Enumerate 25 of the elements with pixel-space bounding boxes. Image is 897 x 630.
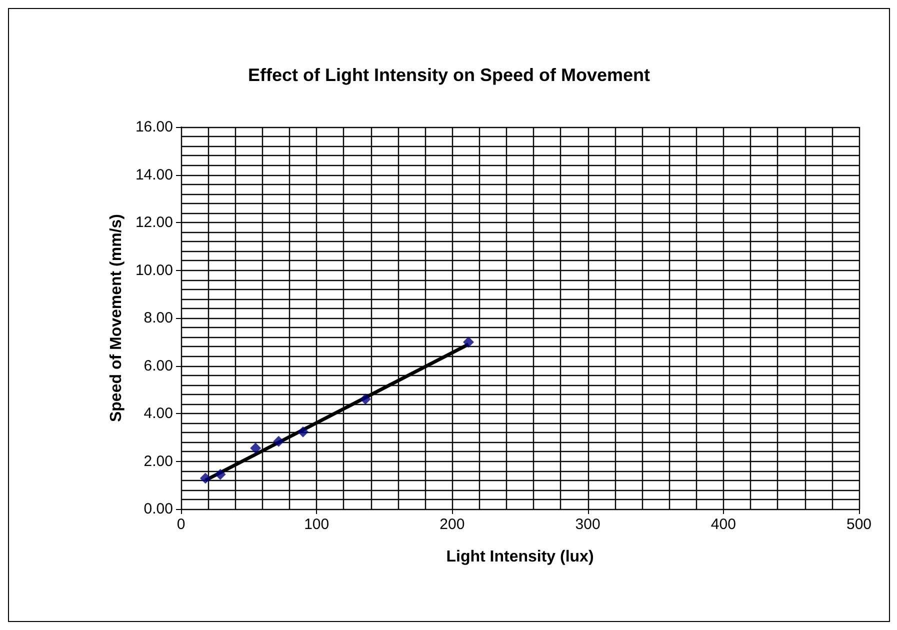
y-tick-label: 4.00 [144, 405, 173, 422]
y-axis-title: Speed of Movement (mm/s) [108, 214, 126, 422]
y-tick-label: 2.00 [144, 452, 173, 470]
y-tick-label: 0.00 [144, 500, 173, 518]
point [200, 472, 211, 484]
point [462, 336, 474, 348]
x-tick-label: 400 [710, 516, 736, 533]
y-tick-label: 6.00 [144, 357, 173, 374]
point [298, 426, 309, 438]
y-tick-label: 8.00 [144, 310, 173, 326]
y-tick-label: 16.00 [135, 118, 173, 136]
x-tick-label: 100 [304, 516, 330, 533]
point [250, 442, 262, 454]
chart-title: Effect of Light Intensity on Speed of Movement [248, 65, 650, 85]
y-tick-label: 10.00 [135, 262, 173, 279]
x-tick-label: 0 [176, 516, 186, 533]
point [214, 468, 226, 480]
x-axis-title: Light Intensity (lux) [446, 548, 594, 566]
x-tick-label: 300 [575, 516, 600, 533]
y-tick-label: 12.00 [135, 214, 173, 231]
y-tick-label: 14.00 [135, 166, 173, 184]
point [273, 436, 284, 447]
point [360, 394, 371, 405]
x-tick-label: 500 [846, 516, 872, 533]
x-tick-label: 200 [440, 516, 465, 533]
